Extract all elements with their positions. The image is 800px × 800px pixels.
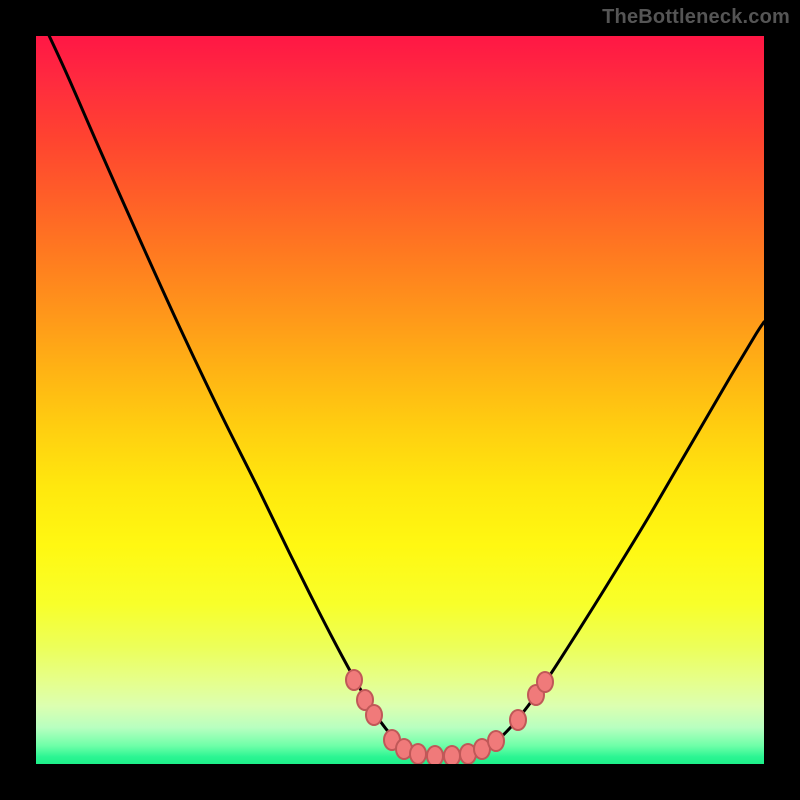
data-dot [444, 746, 460, 766]
chart-svg [0, 0, 800, 800]
data-dot [488, 731, 504, 751]
chart-plot-area [36, 36, 764, 764]
data-dot [366, 705, 382, 725]
data-dot [537, 672, 553, 692]
data-dot [510, 710, 526, 730]
watermark-text: TheBottleneck.com [602, 6, 790, 29]
chart-container: TheBottleneck.com [0, 0, 800, 800]
data-dot [427, 746, 443, 766]
data-dot [346, 670, 362, 690]
data-dot [410, 744, 426, 764]
